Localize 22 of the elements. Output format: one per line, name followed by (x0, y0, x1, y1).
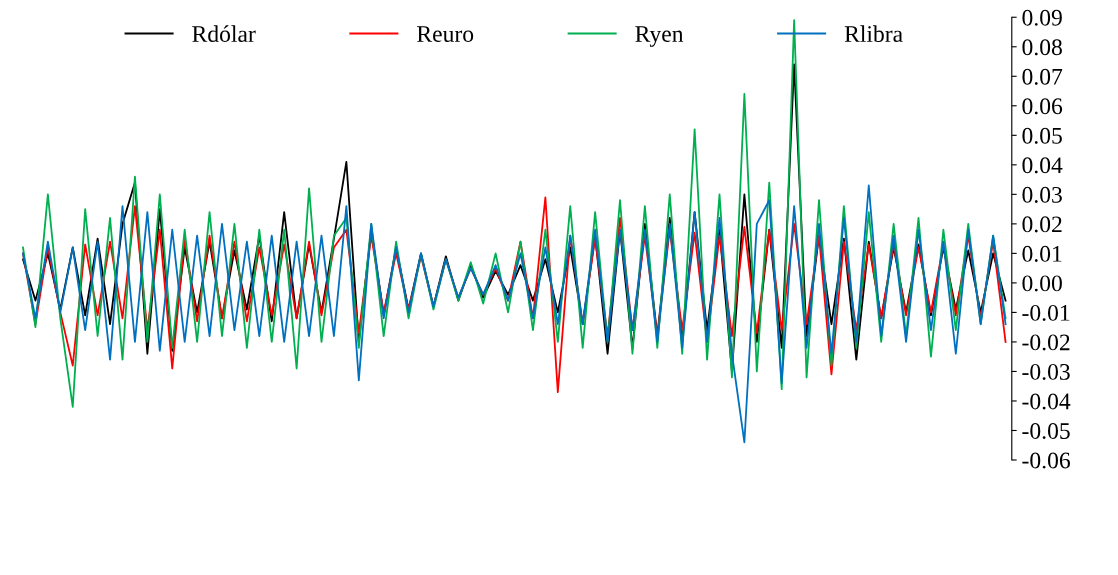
y-tick-label: -0.03 (1022, 363, 1070, 380)
y-tick-label: 0.05 (1022, 127, 1062, 144)
y-tick-label: 0.04 (1022, 157, 1063, 174)
line-series (22, 184, 1007, 444)
y-tick-label: -0.06 (1022, 452, 1070, 469)
y-tick-label: -0.04 (1022, 393, 1071, 410)
legend-label: Ryen (635, 26, 684, 47)
y-tick-label: 0.07 (1022, 68, 1063, 85)
y-tick-label: -0.01 (1022, 304, 1070, 321)
y-tick-label: 0.03 (1022, 186, 1062, 203)
legend-label: Rlibra (844, 25, 903, 42)
y-tick-label: 0.02 (1022, 216, 1062, 233)
y-tick-label: 0.00 (1022, 275, 1062, 292)
y-tick-label: 0.08 (1022, 39, 1062, 56)
y-tick-label: -0.02 (1022, 334, 1070, 351)
legend-label: Reuro (417, 26, 474, 42)
y-tick-label: 0.01 (1022, 245, 1062, 262)
y-tick-label: 0.06 (1022, 98, 1063, 115)
y-tick-label: 0.09 (1022, 9, 1062, 26)
legend-label: Rdólar (192, 25, 256, 42)
y-tick-label: -0.05 (1022, 422, 1070, 440)
line-series (22, 19, 1007, 408)
